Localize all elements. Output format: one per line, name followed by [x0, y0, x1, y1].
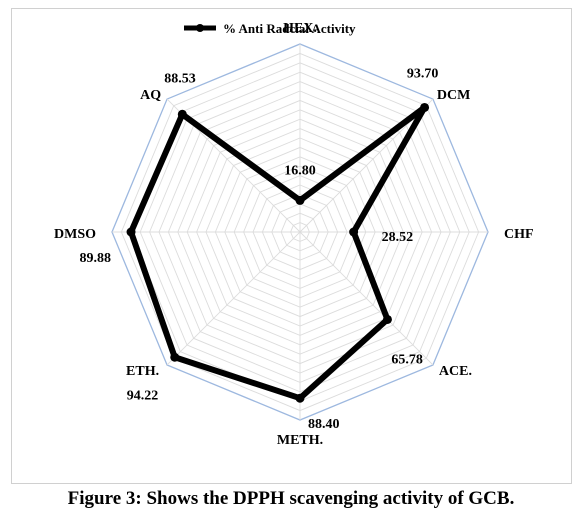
data-label: 94.22: [127, 388, 159, 403]
category-label: AQ: [140, 88, 161, 103]
radar-spokes: [112, 44, 488, 420]
data-label: 88.53: [164, 71, 196, 86]
category-label: ETH.: [126, 364, 159, 379]
grid-spoke: [166, 231, 301, 366]
data-point: [420, 102, 430, 112]
data-label: 88.40: [308, 417, 340, 432]
data-label: 28.52: [382, 230, 414, 245]
category-label: METH.: [277, 433, 323, 448]
category-label: CHF: [504, 227, 534, 242]
figure-caption: Figure 3: Shows the DPPH scavenging acti…: [67, 488, 515, 509]
radar-series: [126, 102, 430, 403]
grid-spoke: [299, 231, 434, 366]
chart-area: [11, 8, 572, 484]
data-point: [349, 227, 359, 237]
legend: % Anti Radcial Activity: [184, 21, 356, 36]
data-point: [126, 227, 136, 237]
category-label: ACE.: [439, 364, 472, 379]
data-point: [170, 352, 180, 362]
legend-marker: [196, 24, 204, 32]
category-label: DMSO: [54, 227, 96, 242]
data-label: 93.70: [407, 66, 439, 81]
data-point: [295, 195, 305, 205]
data-point: [295, 393, 305, 403]
data-label: 89.88: [80, 251, 112, 266]
data-point: [382, 314, 392, 324]
data-label: 16.80: [284, 163, 316, 178]
category-label: DCM: [437, 88, 470, 103]
category-label: HEX.: [283, 21, 317, 36]
data-point: [177, 109, 187, 119]
legend-label: % Anti Radcial Activity: [223, 21, 356, 36]
data-label: 65.78: [391, 352, 423, 367]
radar-labels: HEX. DCM CHF ACE. METH. ETH. DMSO AQ 16.80 93.70 2…: [54, 21, 534, 448]
